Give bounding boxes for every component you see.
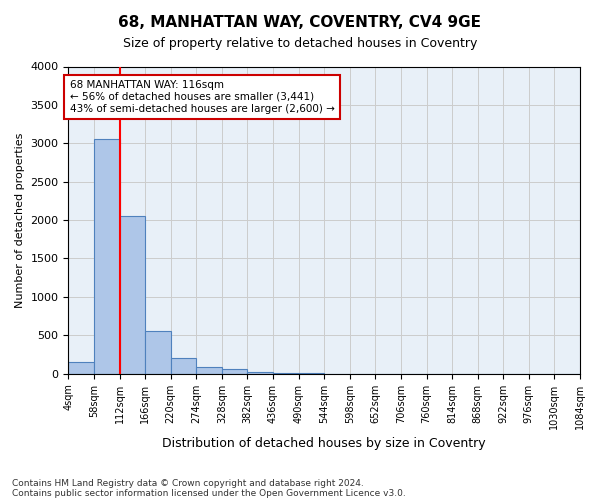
Text: Size of property relative to detached houses in Coventry: Size of property relative to detached ho…	[123, 38, 477, 51]
Bar	[94, 138, 119, 374]
Bar	[119, 216, 145, 374]
Bar	[222, 370, 247, 374]
Text: 68 MANHATTAN WAY: 116sqm
← 56% of detached houses are smaller (3,441)
43% of sem: 68 MANHATTAN WAY: 116sqm ← 56% of detach…	[70, 80, 335, 114]
X-axis label: Distribution of detached houses by size in Coventry: Distribution of detached houses by size …	[163, 437, 486, 450]
Text: 68, MANHATTAN WAY, COVENTRY, CV4 9GE: 68, MANHATTAN WAY, COVENTRY, CV4 9GE	[119, 15, 482, 30]
Bar	[196, 367, 222, 374]
Bar	[145, 330, 171, 374]
Y-axis label: Number of detached properties: Number of detached properties	[15, 132, 25, 308]
Bar	[273, 373, 299, 374]
Bar	[171, 358, 196, 374]
Bar	[247, 372, 273, 374]
Text: Contains public sector information licensed under the Open Government Licence v3: Contains public sector information licen…	[12, 488, 406, 498]
Text: Contains HM Land Registry data © Crown copyright and database right 2024.: Contains HM Land Registry data © Crown c…	[12, 478, 364, 488]
Bar	[68, 362, 94, 374]
